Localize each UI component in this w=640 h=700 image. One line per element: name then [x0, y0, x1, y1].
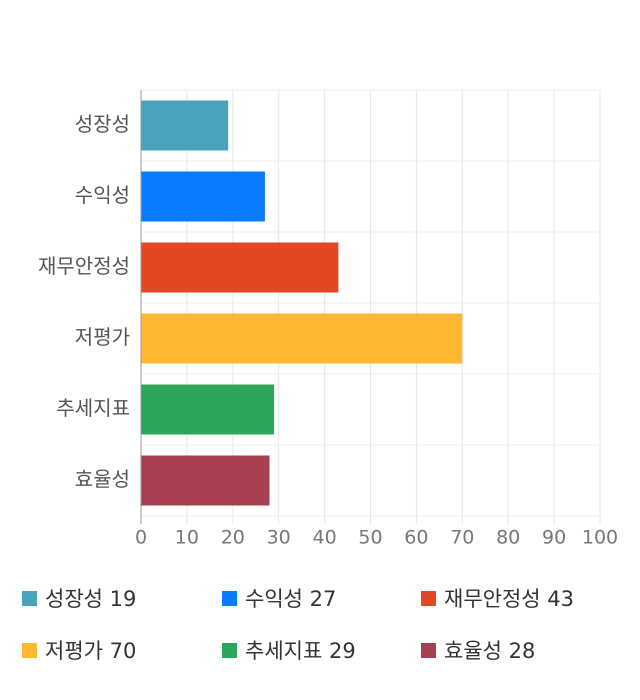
category-label: 저평가	[75, 325, 130, 349]
x-tick-label: 20	[221, 527, 245, 549]
bar	[141, 455, 270, 506]
x-tick-label: 10	[175, 527, 199, 549]
legend-label: 효율성 28	[444, 639, 536, 663]
x-tick-label: 80	[496, 527, 520, 549]
x-tick-label: 70	[450, 527, 474, 549]
legend-item: 저평가 70	[22, 635, 136, 665]
legend-item: 재무안정성 43	[421, 583, 574, 613]
x-tick-label: 100	[582, 527, 618, 549]
x-tick-labels: 0 10 20 30 40 50 60 70 80 90 100	[135, 527, 618, 549]
legend-swatch	[222, 590, 237, 606]
x-tick-label: 50	[358, 527, 382, 549]
x-tick-label: 30	[267, 527, 291, 549]
legend-swatch	[22, 642, 37, 658]
legend-label: 재무안정성 43	[444, 587, 574, 611]
legend-swatch	[421, 590, 436, 606]
bars	[141, 100, 463, 506]
legend-label: 성장성 19	[45, 587, 137, 611]
bar	[141, 100, 229, 151]
legend-item: 추세지표 29	[222, 635, 356, 665]
x-tick-label: 90	[542, 527, 566, 549]
legend-item: 수익성 27	[222, 583, 336, 613]
legend-item: 효율성 28	[421, 635, 535, 665]
bar	[141, 171, 265, 222]
legend-item: 성장성 19	[22, 583, 136, 613]
legend-swatch	[22, 590, 37, 606]
category-label: 추세지표	[56, 396, 130, 420]
category-label: 수익성	[75, 183, 130, 207]
x-tick-label: 60	[404, 527, 428, 549]
legend-label: 수익성 27	[245, 587, 337, 611]
x-tick-label: 0	[135, 527, 147, 549]
legend-label: 저평가 70	[45, 639, 137, 663]
category-label: 효율성	[75, 467, 130, 491]
bar	[141, 313, 463, 364]
category-label: 재무안정성	[38, 254, 130, 278]
category-label: 성장성	[75, 112, 130, 136]
legend: 성장성 19 수익성 27 재무안정성 43 저평가 70 추세지표 29 효율…	[0, 575, 640, 685]
x-tick-label: 40	[313, 527, 337, 549]
legend-swatch	[421, 642, 436, 658]
bar	[141, 384, 275, 435]
bar	[141, 242, 339, 293]
legend-swatch	[222, 642, 237, 658]
legend-label: 추세지표 29	[245, 639, 356, 663]
grid-lines	[140, 89, 601, 524]
